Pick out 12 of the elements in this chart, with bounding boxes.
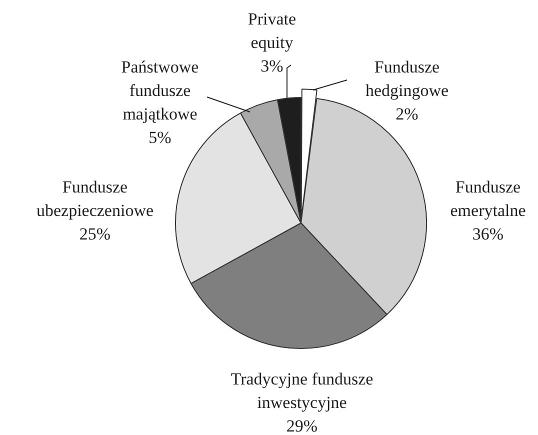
data-label: 5%: [148, 128, 172, 147]
slice-label: Fundusze hedgingowe: [365, 57, 449, 100]
slice-label: Państwowe fundusze majątkowe: [121, 57, 199, 124]
slice-label: Fundusze ubezpieczeniowe: [36, 177, 154, 220]
data-label: 3%: [260, 56, 284, 76]
data-label: 25%: [79, 224, 111, 244]
data-label: 2%: [396, 104, 418, 124]
data-label: 29%: [286, 416, 318, 435]
slice-label: Fundusze emerytalne: [450, 177, 526, 220]
slice-label: Private equity: [248, 9, 296, 52]
slice-label: Tradycyjne fundusze inwestycyjne: [230, 369, 374, 412]
data-label: 36%: [472, 224, 504, 244]
